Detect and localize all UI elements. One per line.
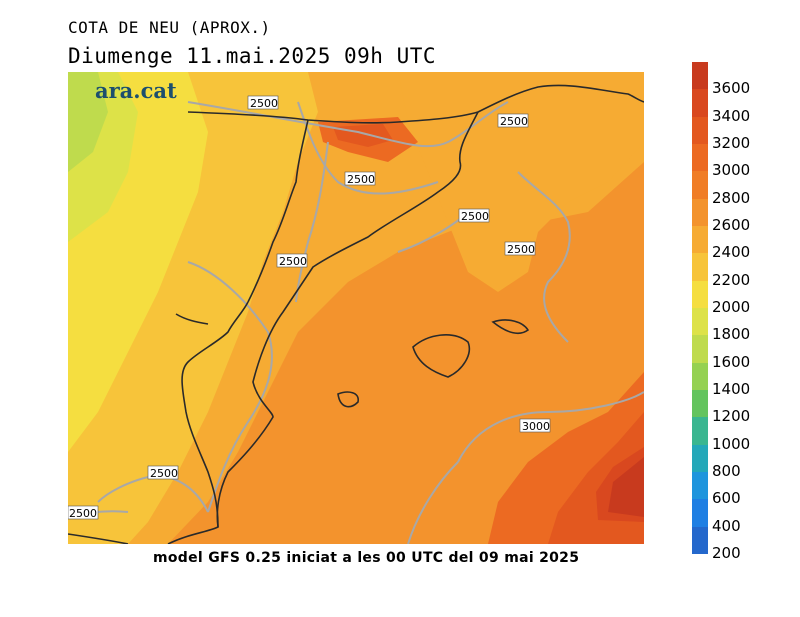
colorbar-label: 1800 xyxy=(712,325,751,344)
colorbar-label: 2400 xyxy=(712,243,751,262)
colorbar-label: 1600 xyxy=(712,352,751,371)
colorbar-segment xyxy=(692,444,708,473)
contour-label: 3000 xyxy=(522,420,550,433)
field-2400-ne xyxy=(398,72,644,292)
colorbar-label: 2200 xyxy=(712,270,751,289)
colorbar-label: 2600 xyxy=(712,216,751,234)
colorbar-segment xyxy=(692,526,708,555)
colorbar-label: 3200 xyxy=(712,134,751,152)
field-3600 xyxy=(608,457,644,517)
colorbar-label: 800 xyxy=(712,462,741,480)
map-canvas: 2500 2500 2500 2500 2500 2500 2500 2500 … xyxy=(68,72,644,544)
colorbar-label: 2000 xyxy=(712,298,751,316)
map-subtitle: Diumenge 11.mai.2025 09h UTC xyxy=(68,44,437,68)
colorbar-label: 400 xyxy=(712,516,741,535)
contour-label: 2500 xyxy=(461,210,489,223)
colorbar-segment xyxy=(692,362,708,391)
contour-label: 2500 xyxy=(150,467,178,480)
contour-label: 2500 xyxy=(507,243,535,256)
contour-label: 2500 xyxy=(279,255,307,268)
colorbar-segment xyxy=(692,390,708,418)
colorbar-label: 1400 xyxy=(712,380,751,398)
contour-label: 2500 xyxy=(69,507,97,520)
colorbar-segment xyxy=(692,144,708,172)
colorbar-segment xyxy=(692,116,708,145)
colorbar-segment xyxy=(692,171,708,200)
colorbar-segment xyxy=(692,226,708,254)
colorbar-label: 3400 xyxy=(712,106,751,125)
colorbar-label: 3000 xyxy=(712,161,751,180)
colorbar-label: 1200 xyxy=(712,407,751,426)
contour-label-group: 2500 2500 2500 2500 2500 2500 2500 2500 … xyxy=(68,95,551,520)
colorbar-segment xyxy=(692,253,708,282)
contour-label: 2500 xyxy=(250,97,278,110)
colorbar-segment xyxy=(692,417,708,446)
coastlines xyxy=(68,84,644,544)
contour-label: 2500 xyxy=(347,173,375,186)
colorbar-label: 200 xyxy=(712,544,741,562)
colorbar-label: 2800 xyxy=(712,188,751,207)
field-1600 xyxy=(68,72,108,172)
ara-cat-logo: ara.cat xyxy=(95,78,177,103)
colorbar-label: 1000 xyxy=(712,434,751,453)
colorbar xyxy=(692,62,708,555)
contour-label: 2500 xyxy=(500,115,528,128)
colorbar-segment xyxy=(692,280,708,309)
colorbar-segment xyxy=(692,499,708,528)
colorbar-label: 3600 xyxy=(712,79,751,98)
colorbar-segment xyxy=(692,335,708,364)
colorbar-segment xyxy=(692,89,708,118)
map-title: COTA DE NEU (APROX.) xyxy=(68,18,271,37)
snow-level-map: 2500 2500 2500 2500 2500 2500 2500 2500 … xyxy=(68,72,644,544)
colorbar-segment xyxy=(692,308,708,336)
colorbar-segment xyxy=(692,472,708,500)
colorbar-segment xyxy=(692,62,708,90)
colorbar-segment xyxy=(692,198,708,227)
map-footer: model GFS 0.25 iniciat a les 00 UTC del … xyxy=(153,550,580,566)
colorbar-label: 600 xyxy=(712,489,741,508)
